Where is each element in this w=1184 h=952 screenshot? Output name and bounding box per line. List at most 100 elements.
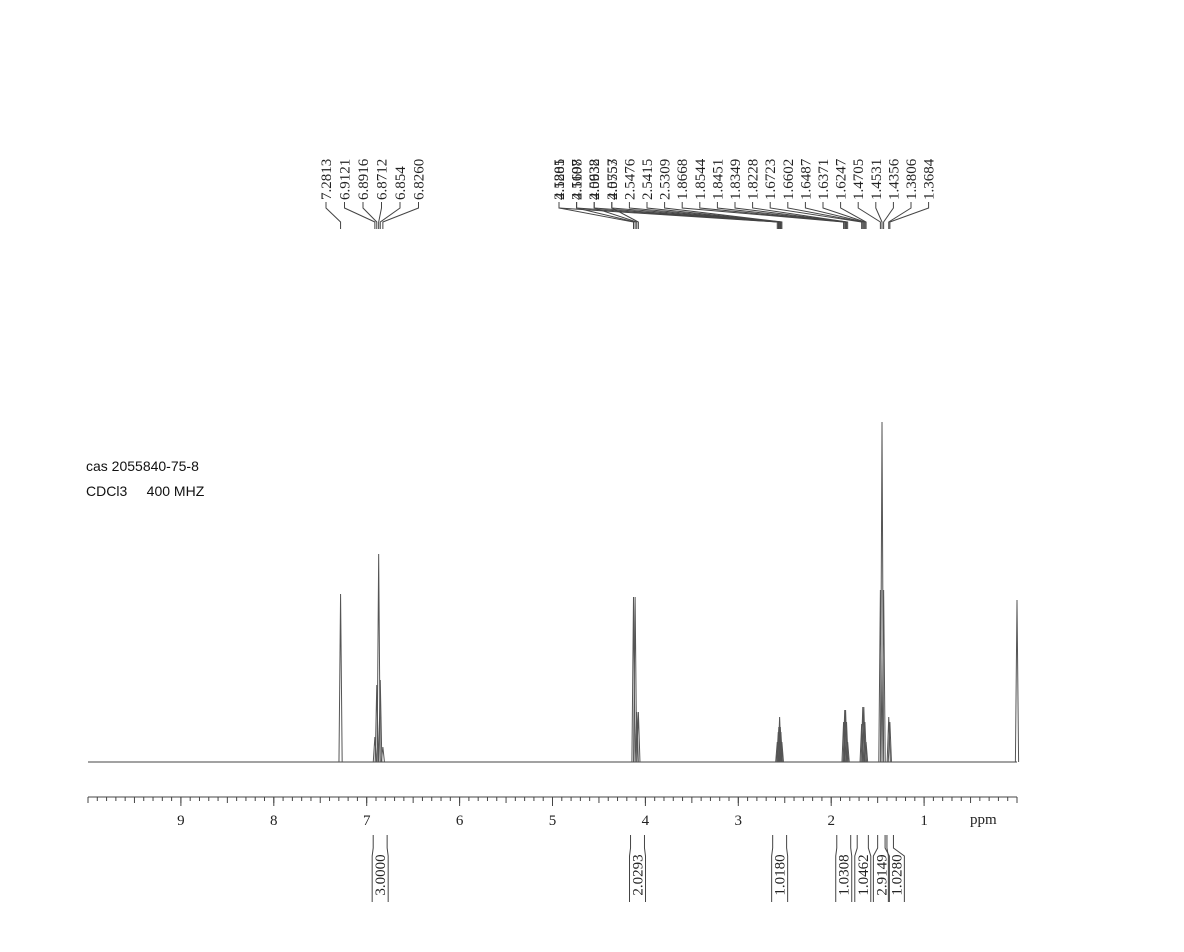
peak-leader <box>822 202 866 229</box>
peak <box>863 741 869 763</box>
peak <box>634 711 639 763</box>
integral-bracket <box>886 835 889 902</box>
x-tick-label: 5 <box>549 813 557 829</box>
peak <box>878 589 883 763</box>
peak-label: 1.6602 <box>781 159 797 200</box>
peak-label: 1.8544 <box>693 158 709 200</box>
peak-leader <box>840 202 867 229</box>
peak-label: 1.4531 <box>869 159 885 200</box>
peak-leader <box>716 202 847 229</box>
peak-leader <box>752 202 849 229</box>
peak-leader <box>611 202 781 229</box>
integral-bracket <box>872 835 879 902</box>
peak-label: 6.8260 <box>412 159 428 200</box>
peak-leader <box>646 202 782 229</box>
peak-label: 6.854 <box>393 166 409 200</box>
peak-leader <box>379 202 401 229</box>
peak-label: 4.1281 <box>552 159 568 200</box>
peak-label: 6.8712 <box>375 159 391 200</box>
peak-leader <box>681 202 845 229</box>
peak <box>378 679 383 763</box>
peak <box>372 736 377 763</box>
peak <box>631 596 636 763</box>
x-tick-label: 3 <box>735 813 743 829</box>
x-axis-label: ppm <box>970 812 997 828</box>
peak-leader <box>888 202 912 229</box>
peak-leader <box>664 202 783 229</box>
peak <box>779 741 784 763</box>
peak-label: 4.0757 <box>605 158 621 200</box>
peak-label: 1.3684 <box>922 158 938 200</box>
peak-leader <box>883 202 894 229</box>
peak <box>376 553 381 763</box>
peak <box>777 716 782 763</box>
peak-label: 1.6723 <box>763 159 779 200</box>
peak <box>636 711 641 763</box>
integral-label: 3.0000 <box>373 854 389 895</box>
peak-leader <box>734 202 848 229</box>
peak <box>886 716 891 763</box>
peak-label: 1.6371 <box>816 159 832 200</box>
peak-label: 1.8451 <box>710 159 726 200</box>
peak-leader <box>344 202 376 229</box>
peak <box>881 589 886 763</box>
integral-bracket <box>835 835 838 902</box>
integral-label: 1.0308 <box>837 854 853 895</box>
peak-label: 1.8349 <box>728 159 744 200</box>
peak-label: 1.4356 <box>886 158 902 200</box>
peak-leader <box>889 202 930 229</box>
x-tick-label: 1 <box>920 813 928 829</box>
peak-leader <box>857 202 881 229</box>
x-tick-label: 4 <box>642 813 650 829</box>
peak-label: 6.8916 <box>356 158 372 200</box>
integral-label: 2.9149 <box>874 854 890 895</box>
peak-leader <box>787 202 864 229</box>
integral-bracket-end <box>867 835 872 902</box>
peak-leader <box>769 202 863 229</box>
integral-bracket <box>629 835 632 902</box>
peak <box>374 684 379 763</box>
peak <box>380 746 385 763</box>
peak-label: 2.5698 <box>570 159 586 200</box>
peak-leader <box>558 202 634 229</box>
peak-label: 1.6247 <box>834 158 850 200</box>
peak-label: 7.2813 <box>319 159 335 200</box>
peak-label: 2.5415 <box>640 159 656 200</box>
integral-label: 1.0280 <box>889 854 905 895</box>
peak-leader <box>378 202 382 229</box>
note: cas 2055840-75-8 <box>86 458 199 474</box>
peak-leader <box>593 202 780 229</box>
peak-label: 2.5805 <box>552 159 568 200</box>
integral-bracket-end <box>786 835 789 902</box>
peak-leader <box>558 202 778 229</box>
peak-label: 2.5309 <box>658 159 674 200</box>
peak <box>845 741 850 763</box>
integral-bracket-end <box>850 835 853 902</box>
peak-label: 1.3806 <box>904 158 920 200</box>
peak-leader <box>804 202 865 229</box>
peak <box>843 709 848 763</box>
peak-label: 1.8668 <box>675 159 691 200</box>
peak-label: 1.6487 <box>798 158 814 200</box>
peak-label: 2.5553 <box>605 159 621 200</box>
peak <box>338 593 343 763</box>
x-tick-label: 9 <box>177 813 185 829</box>
peak-label: 4.1107 <box>570 159 586 200</box>
peak-label: 1.4705 <box>851 159 867 200</box>
integral-bracket-end <box>892 835 905 902</box>
peak <box>778 731 783 763</box>
peak-label: 4.0932 <box>587 159 603 200</box>
peak-label: 1.8228 <box>746 159 762 200</box>
integral-bracket <box>771 835 774 902</box>
x-tick-label: 8 <box>270 813 278 829</box>
peak-label: 2.5638 <box>587 159 603 200</box>
peak-leader <box>699 202 846 229</box>
peak-leader <box>875 202 883 229</box>
peak <box>1014 599 1020 763</box>
integral-label: 2.0293 <box>631 854 647 895</box>
peak <box>633 596 638 763</box>
peak <box>887 721 892 763</box>
integral-bracket <box>854 835 858 902</box>
peak-leader <box>362 202 378 229</box>
